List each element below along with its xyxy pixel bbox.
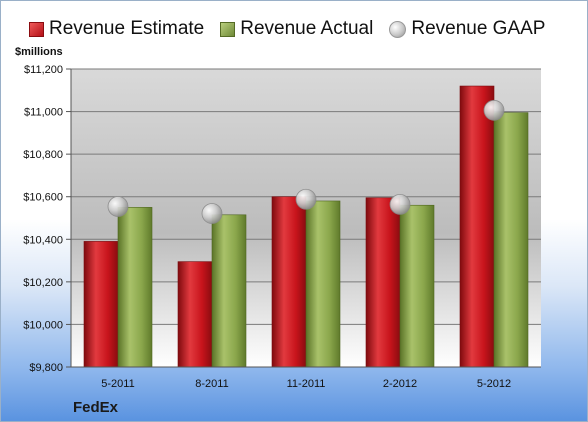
y-tick-label: $10,400 <box>23 234 63 246</box>
y-tick-label: $11,000 <box>24 107 63 119</box>
bar-revenue-estimate <box>459 85 495 368</box>
legend-swatch-revenue-estimate <box>29 21 44 37</box>
x-tick-label: 5-2011 <box>101 378 134 390</box>
y-tick-label: $10,200 <box>23 277 63 289</box>
legend-item-revenue-actual: Revenue Actual <box>220 18 373 40</box>
y-tick-label: $10,000 <box>23 319 63 331</box>
marker-revenue-gaap <box>389 193 411 215</box>
legend-label-revenue-estimate: Revenue Estimate <box>49 18 205 39</box>
marker-revenue-gaap <box>295 188 317 210</box>
bar-revenue-actual <box>399 204 435 368</box>
y-tick-label: $11,200 <box>24 64 63 76</box>
legend-swatch-revenue-actual <box>220 21 236 37</box>
legend-item-revenue-gaap: Revenue GAAP <box>389 18 545 40</box>
legend-item-revenue-estimate: Revenue Estimate <box>29 18 204 40</box>
x-tick-label: 8-2011 <box>195 378 228 390</box>
bar-revenue-estimate <box>177 261 213 368</box>
bar-revenue-actual <box>305 200 341 368</box>
x-tick-label: 11-2011 <box>287 378 326 390</box>
company-label: FedEx <box>73 399 119 416</box>
legend-label-revenue-gaap: Revenue GAAP <box>411 18 546 39</box>
y-tick-label: $10,600 <box>23 192 63 204</box>
marker-revenue-gaap <box>107 196 129 217</box>
legend: Revenue Estimate Revenue Actual Revenue … <box>29 16 561 42</box>
legend-marker-revenue-gaap <box>389 20 407 38</box>
y-axis-unit-label: $millions <box>15 46 63 58</box>
bar-revenue-estimate <box>365 197 401 368</box>
x-tick-label: 2-2012 <box>383 378 417 390</box>
bar-revenue-actual <box>493 112 529 368</box>
y-tick-label: $9,800 <box>29 362 63 374</box>
bar-revenue-actual <box>117 207 153 368</box>
bar-revenue-estimate <box>83 241 119 368</box>
marker-revenue-gaap <box>483 99 505 121</box>
x-tick-label: 5-2012 <box>477 378 511 390</box>
y-tick-label: $10,800 <box>23 149 63 161</box>
legend-label-revenue-actual: Revenue Actual <box>240 18 374 39</box>
bar-revenue-actual <box>211 214 247 368</box>
bar-revenue-estimate <box>271 196 307 368</box>
marker-revenue-gaap <box>201 203 223 224</box>
